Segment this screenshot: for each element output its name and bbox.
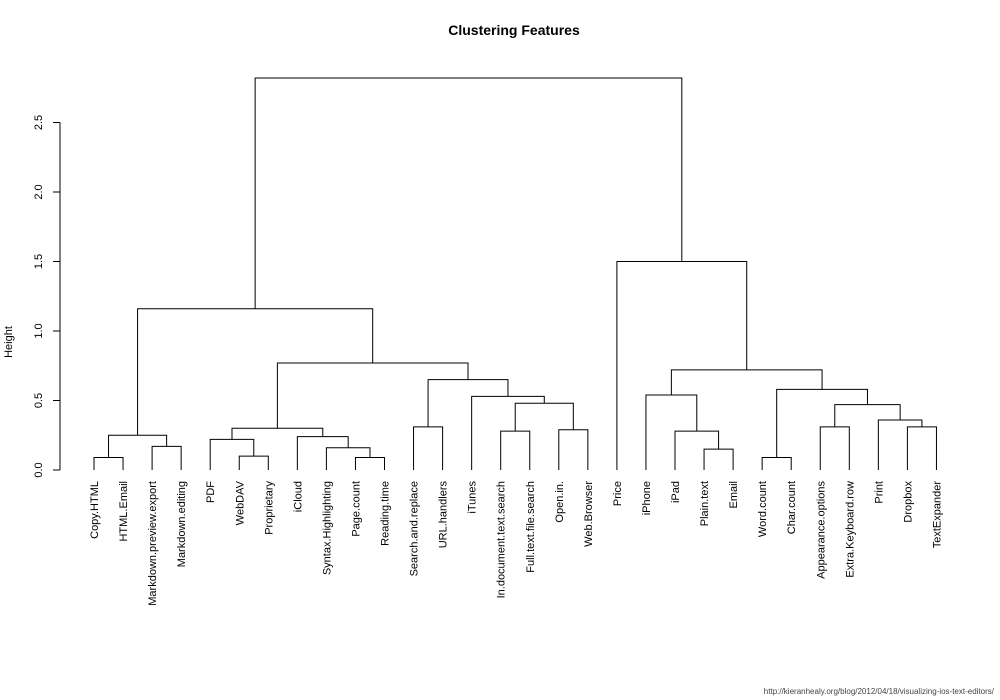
leaf-label: HTML.Email xyxy=(118,481,130,542)
dendrogram-link xyxy=(616,261,748,470)
dendrogram-link xyxy=(877,419,923,470)
leaf-labels: Copy.HTML HTML.Email Markdown.preview.expo… xyxy=(89,480,943,605)
dendrogram-link xyxy=(413,426,444,470)
dendrogram-link xyxy=(558,429,589,470)
source-credit: http://kieranhealy.org/blog/2012/04/18/v… xyxy=(763,687,994,696)
leaf-label: Print xyxy=(873,481,885,504)
dendrogram-link xyxy=(209,438,255,470)
leaf-label: Web.Browser xyxy=(583,481,595,547)
leaf-label: Syntax.Highlighting xyxy=(321,481,333,575)
leaf-label: TextExpander xyxy=(931,481,943,549)
leaf-label: Word.count xyxy=(757,481,769,537)
leaf-label: iPad xyxy=(670,481,682,503)
leaf-label: Copy.HTML xyxy=(89,481,101,539)
dendrogram-link xyxy=(906,426,937,470)
y-axis: 0.0 0.5 1.0 1.5 2.0 2.5 xyxy=(33,115,61,478)
leaf-label: Price xyxy=(612,481,624,506)
dendrogram-link xyxy=(276,362,469,429)
y-tick-label: 0.5 xyxy=(33,393,45,408)
chart-title: Clustering Features xyxy=(448,22,580,38)
dendrogram-link xyxy=(776,388,868,458)
leaf-label: iTunes xyxy=(467,481,479,514)
y-tick-label: 2.0 xyxy=(33,184,45,199)
leaf-label: In.document.text.search xyxy=(496,481,508,598)
dendrogram-link xyxy=(231,427,324,440)
leaf-label: Page.count xyxy=(350,481,362,537)
leaf-label: URL.handlers xyxy=(438,481,450,549)
y-tick-label: 2.5 xyxy=(33,115,45,130)
leaf-label: Full.text.file.search xyxy=(525,481,537,573)
dendrogram-link xyxy=(645,394,698,470)
leaf-label: iPhone xyxy=(641,481,653,515)
dendrogram-link xyxy=(703,448,734,470)
dendrogram-link xyxy=(137,308,374,436)
dendrogram-link xyxy=(834,404,901,427)
leaf-label: WebDAV xyxy=(234,480,246,525)
dendrogram-link xyxy=(761,456,792,470)
leaf-label: Open.in. xyxy=(554,481,566,523)
dendrogram-link xyxy=(354,456,385,470)
leaf-label: Proprietary xyxy=(263,481,275,535)
leaf-label: PDF xyxy=(205,481,217,503)
y-tick-label: 1.0 xyxy=(33,323,45,338)
dendrogram-link xyxy=(514,402,574,432)
dendrogram-link xyxy=(93,456,124,470)
leaf-label: iCloud xyxy=(292,481,304,512)
dendrogram-links xyxy=(93,77,937,470)
dendrogram-link xyxy=(238,455,269,470)
leaf-label: Char.count xyxy=(786,481,798,534)
dendrogram-link xyxy=(819,426,850,470)
y-tick-label: 0.0 xyxy=(33,462,45,477)
dendrogram-link xyxy=(325,447,371,470)
leaf-label: Email xyxy=(728,481,740,509)
leaf-label: Reading.time xyxy=(380,481,392,546)
dendrogram-link xyxy=(427,379,509,427)
dendrogram-link xyxy=(254,77,683,309)
leaf-label: Dropbox xyxy=(902,481,914,523)
y-tick-label: 1.5 xyxy=(33,254,45,269)
leaf-label: Search.and.replace xyxy=(409,481,421,576)
leaf-label: Appearance.options xyxy=(815,481,827,579)
leaf-label: Markdown.editing xyxy=(176,481,188,567)
y-axis-label: Height xyxy=(3,326,15,358)
leaf-label: Plain.text xyxy=(699,481,711,526)
leaf-label: Extra.Keyboard.row xyxy=(844,481,856,578)
leaf-label: Markdown.preview.export xyxy=(147,481,159,606)
dendrogram-link xyxy=(471,395,545,470)
dendrogram-link xyxy=(674,430,720,470)
dendrogram-link xyxy=(151,445,182,470)
dendrogram-link xyxy=(670,369,823,395)
dendrogram-link xyxy=(500,430,531,470)
dendrogram-link xyxy=(296,436,349,470)
